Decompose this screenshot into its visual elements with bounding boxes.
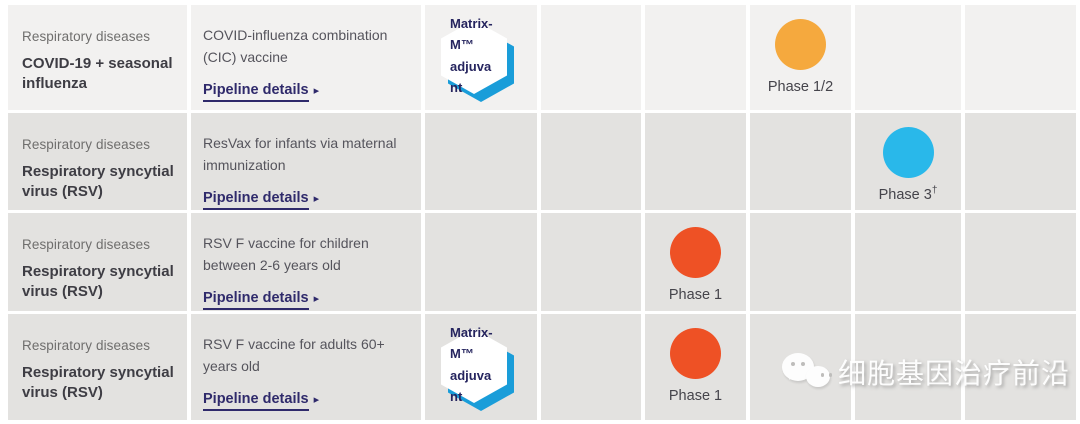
pipeline-details-link[interactable]: Pipeline details ▸ — [203, 81, 320, 103]
phase-label: Phase 1/2 — [768, 77, 833, 95]
phase-label-text: Phase 1 — [668, 286, 723, 303]
disease-title: Respiratory syncytial virus (RSV) — [22, 263, 174, 300]
phase-indicator-circle — [775, 19, 826, 70]
pipeline-details-label: Pipeline details — [203, 290, 309, 311]
phase-label-text: Phase 3 — [878, 186, 932, 203]
candidate-cell: RSV F vaccine for children between 2-6 y… — [191, 213, 421, 311]
pipeline-details-label: Pipeline details — [203, 82, 309, 103]
matrix-m-cell: Matrix-M™ adjuvant — [425, 314, 537, 420]
phase-label-sup: † — [931, 185, 938, 196]
candidate-cell: COVID-influenza combination (CIC) vaccin… — [191, 5, 421, 110]
matrix-m-cell-empty — [425, 113, 537, 210]
category-cell: Respiratory diseases Respiratory syncyti… — [8, 113, 187, 210]
disease-title: Respiratory syncytial virus (RSV) — [22, 364, 174, 401]
arrow-right-icon: ▸ — [313, 85, 320, 98]
phase-indicator-circle — [882, 127, 934, 178]
phase-cell-empty — [645, 5, 746, 110]
phase-label: Phase 1 — [669, 285, 722, 303]
phase-cell-empty — [965, 314, 1076, 420]
disease-title: COVID-19 + seasonal influenza — [22, 55, 173, 92]
pipeline-details-link[interactable]: Pipeline details ▸ — [203, 189, 320, 211]
phase-cell-empty — [645, 113, 746, 210]
category-cell: Respiratory diseases Respiratory syncyti… — [8, 213, 187, 311]
disease-title: Respiratory syncytial virus (RSV) — [22, 163, 174, 200]
phase-cell: Phase 1 — [645, 213, 746, 311]
phase-cell-empty — [750, 113, 851, 210]
phase-cell: Phase 3† — [855, 113, 961, 210]
disease-area-label: Respiratory diseases — [22, 338, 151, 353]
phase-cell-empty — [855, 314, 961, 420]
matrix-m-adjuvant-badge: Matrix-M™ adjuvant — [441, 325, 514, 411]
phase-cell-empty — [855, 5, 961, 110]
pipeline-details-link[interactable]: Pipeline details ▸ — [203, 289, 320, 311]
phase-cell-empty — [750, 213, 851, 311]
phase-cell-empty — [965, 113, 1076, 210]
matrix-m-cell-empty — [425, 213, 537, 311]
phase-cell-empty — [855, 213, 961, 311]
phase-cell: Phase 1 — [645, 314, 746, 420]
matrix-m-adjuvant-badge: Matrix-M™ adjuvant — [441, 16, 514, 102]
candidate-description: RSV F vaccine for adults 60+ years old — [203, 336, 385, 374]
candidate-description: ResVax for infants via maternal immuniza… — [203, 135, 397, 173]
phase-cell: Phase 1/2 — [750, 5, 851, 110]
phase-indicator-circle — [670, 227, 721, 278]
pipeline-details-link[interactable]: Pipeline details ▸ — [203, 390, 320, 412]
phase-cell-empty — [750, 314, 851, 420]
phase-cell-empty — [541, 314, 641, 420]
arrow-right-icon: ▸ — [313, 193, 320, 206]
category-cell: Respiratory diseases COVID-19 + seasonal… — [8, 5, 187, 110]
badge-label: Matrix-M™ adjuvant — [450, 16, 493, 96]
candidate-description: RSV F vaccine for children between 2-6 y… — [203, 235, 369, 273]
pipeline-details-label: Pipeline details — [203, 190, 309, 211]
pipeline-details-label: Pipeline details — [203, 391, 309, 412]
candidate-description: COVID-influenza combination (CIC) vaccin… — [203, 27, 388, 65]
category-cell: Respiratory diseases Respiratory syncyti… — [8, 314, 187, 420]
phase-label-text: Phase 1/2 — [767, 78, 834, 95]
arrow-right-icon: ▸ — [313, 293, 320, 306]
phase-indicator-circle — [670, 328, 721, 379]
candidate-cell: RSV F vaccine for adults 60+ years old P… — [191, 314, 421, 420]
phase-label: Phase 3† — [879, 185, 938, 203]
badge-hexagon — [441, 329, 507, 403]
badge-label: Matrix-M™ adjuvant — [450, 325, 493, 405]
phase-cell-empty — [541, 113, 641, 210]
phase-cell-empty — [965, 5, 1076, 110]
disease-area-label: Respiratory diseases — [22, 29, 151, 44]
disease-area-label: Respiratory diseases — [22, 237, 151, 252]
phase-cell-empty — [541, 5, 641, 110]
phase-label: Phase 1 — [669, 386, 722, 404]
arrow-right-icon: ▸ — [313, 394, 320, 407]
phase-label-text: Phase 1 — [668, 387, 723, 404]
phase-cell-empty — [965, 213, 1076, 311]
phase-cell-empty — [541, 213, 641, 311]
candidate-cell: ResVax for infants via maternal immuniza… — [191, 113, 421, 211]
matrix-m-cell: Matrix-M™ adjuvant — [425, 5, 537, 110]
disease-area-label: Respiratory diseases — [22, 137, 151, 152]
